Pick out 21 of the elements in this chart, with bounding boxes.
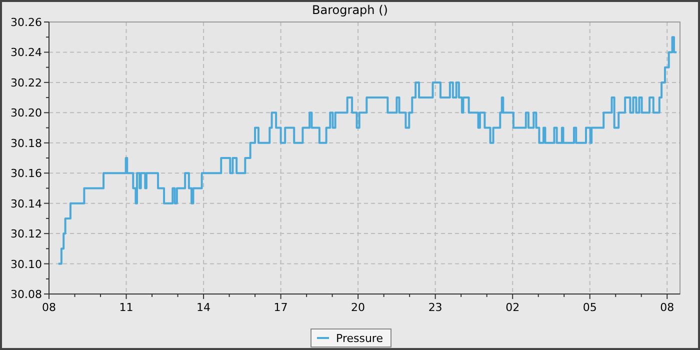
x-tick-label: 05 <box>582 301 597 314</box>
y-tick-label: 30.16 <box>10 167 42 180</box>
y-tick-label: 30.18 <box>10 136 42 150</box>
y-tick-label: 30.26 <box>10 16 42 29</box>
chart-title: Barograph () <box>312 3 388 17</box>
y-tick-label: 30.20 <box>10 106 42 120</box>
y-tick-label: 30.12 <box>10 228 42 241</box>
x-tick-label: 20 <box>351 301 366 314</box>
y-tick-label: 30.14 <box>10 197 42 210</box>
x-tick-label: 14 <box>196 301 211 314</box>
y-tick-label: 30.08 <box>10 288 42 301</box>
x-tick-label: 08 <box>42 301 56 314</box>
y-tick-label: 30.24 <box>10 46 42 60</box>
x-tick-label: 08 <box>660 301 674 314</box>
legend-label: Pressure <box>336 332 384 345</box>
x-tick-label: 02 <box>506 301 520 314</box>
y-tick-label: 30.10 <box>10 258 42 271</box>
x-tick-label: 17 <box>274 301 288 314</box>
x-tick-label: 11 <box>119 301 134 314</box>
x-tick-label: 23 <box>428 301 442 314</box>
y-tick-label: 30.22 <box>10 76 42 90</box>
